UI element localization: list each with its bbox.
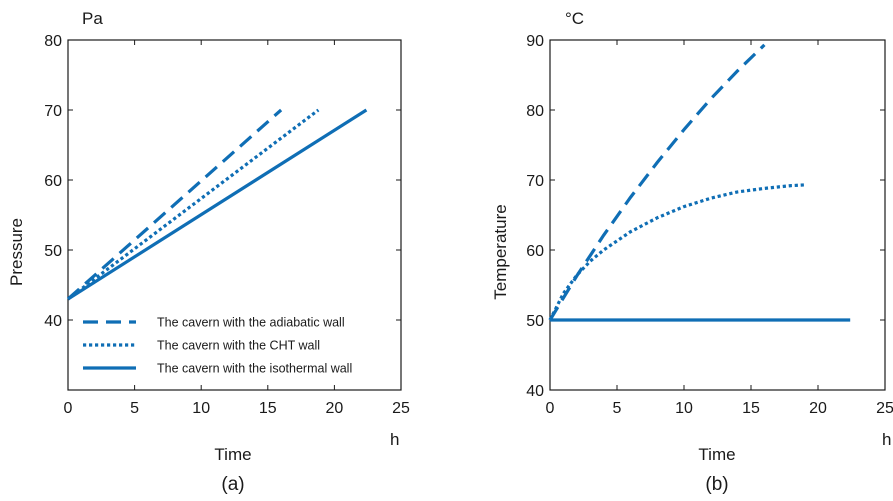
x-tick-label-b: 0	[546, 400, 555, 417]
y-tick-label-b: 80	[526, 103, 544, 120]
legend-entry-dotted: The cavern with the CHT wall	[157, 339, 320, 353]
series-line-dotted-b	[548, 183, 805, 321]
y-tick-label-b: 50	[526, 313, 544, 330]
x-tick-label-b: 10	[675, 400, 693, 417]
x-tick-label-b: 20	[809, 400, 827, 417]
y-tick-label-b: 60	[526, 243, 544, 260]
y-tick-label-a: 40	[44, 313, 62, 330]
y-tick-label-b: 70	[526, 173, 544, 190]
y-tick-label-a: 50	[44, 243, 62, 260]
x-tick-label-a: 10	[192, 400, 210, 417]
y-tick-label-a: 80	[44, 33, 62, 50]
x-unit-label-b: h	[882, 430, 891, 449]
chart-panel-b: °C Temperature Time h (b) 0 5 10 15 20 25 40 50…	[491, 9, 893, 495]
plot-frame-a	[67, 39, 402, 391]
chart-panel-a: Pa Pressure Time h (a) 0 5 10 15 20 25 40 50 60 7…	[7, 9, 410, 495]
x-tick-label-a: 5	[130, 400, 139, 417]
y-tick-label-a: 70	[44, 103, 62, 120]
series-line-dashed-b	[548, 43, 766, 321]
y-unit-label-b: °C	[565, 9, 584, 28]
legend-entry-dashed: The cavern with the adiabatic wall	[157, 316, 345, 330]
series-line-dashed-a	[66, 108, 283, 301]
series-line-dotted-a	[67, 108, 320, 301]
x-tick-label-b: 25	[876, 400, 893, 417]
x-unit-label-a: h	[390, 430, 399, 449]
y-tick-label-b: 40	[526, 383, 544, 400]
x-tick-label-b: 15	[742, 400, 760, 417]
caption-a: (a)	[221, 474, 244, 495]
x-tick-label-a: 20	[326, 400, 344, 417]
legend-entry-solid: The cavern with the isothermal wall	[157, 362, 352, 376]
y-tick-label-a: 60	[44, 173, 62, 190]
x-tick-label-a: 15	[259, 400, 277, 417]
x-tick-label-b: 5	[613, 400, 622, 417]
x-tick-label-a: 0	[64, 400, 73, 417]
y-unit-label-a: Pa	[82, 9, 103, 28]
y-tick-label-b: 90	[526, 33, 544, 50]
plot-frame-b	[549, 39, 886, 391]
caption-b: (b)	[705, 474, 728, 495]
y-axis-label-a: Pressure	[7, 218, 26, 286]
x-axis-label-b: Time	[698, 445, 735, 464]
series-line-solid-a	[67, 108, 368, 301]
y-axis-label-b: Temperature	[491, 204, 510, 299]
x-axis-label-a: Time	[214, 445, 251, 464]
x-tick-label-a: 25	[392, 400, 410, 417]
